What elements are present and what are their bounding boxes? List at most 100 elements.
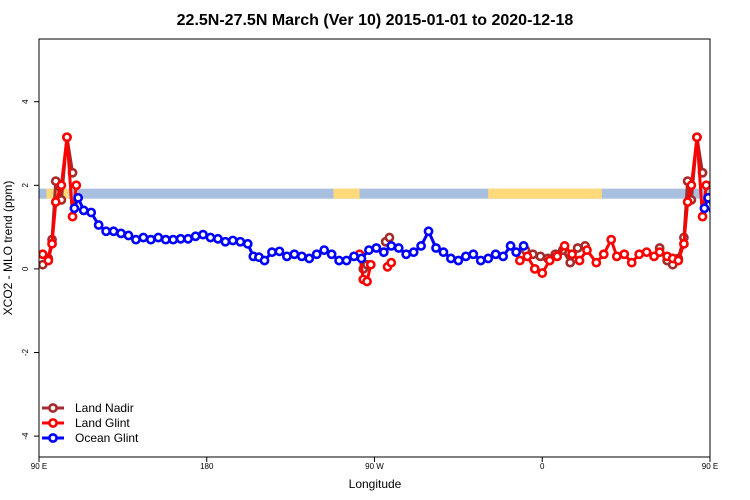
data-point xyxy=(505,241,516,251)
chart-title: 22.5N-27.5N March (Ver 10) 2015-01-01 to… xyxy=(177,12,574,29)
data-point xyxy=(416,241,426,251)
y-tick-label: 2 xyxy=(21,183,30,188)
data-point xyxy=(69,203,80,214)
data-point xyxy=(732,228,739,235)
x-tick-label: 90 E xyxy=(702,462,718,471)
data-point xyxy=(168,234,179,245)
data-point xyxy=(198,229,208,240)
data-point xyxy=(619,249,630,260)
data-point xyxy=(319,245,330,255)
data-point xyxy=(518,241,529,251)
data-point xyxy=(565,257,576,268)
data-point xyxy=(153,232,164,243)
data-point xyxy=(703,192,710,203)
data-point xyxy=(259,255,270,266)
data-point xyxy=(641,247,652,258)
data-point xyxy=(468,249,479,260)
data-point xyxy=(514,255,525,266)
data-point xyxy=(47,238,57,249)
land-band-segment xyxy=(333,188,360,199)
data-point xyxy=(311,249,322,260)
data-point xyxy=(138,232,149,243)
data-point xyxy=(483,253,494,264)
legend-entry: Ocean Glint xyxy=(75,431,139,445)
y-tick-label: -4 xyxy=(21,432,30,440)
data-point xyxy=(131,234,141,245)
data-point xyxy=(190,231,201,242)
data-point xyxy=(356,253,367,264)
data-point xyxy=(453,255,464,266)
data-point xyxy=(544,255,555,266)
series-ocean-glint xyxy=(69,192,747,266)
data-point xyxy=(267,247,277,258)
data-point xyxy=(431,243,441,253)
data-point xyxy=(235,236,246,247)
data-point xyxy=(43,255,54,266)
data-point xyxy=(699,203,710,214)
x-tick-label: 180 xyxy=(200,462,214,471)
data-point xyxy=(349,251,359,262)
x-tick-label: 90 E xyxy=(31,462,47,471)
data-point xyxy=(160,234,171,245)
data-point xyxy=(567,249,577,260)
data-point xyxy=(175,233,186,244)
data-point xyxy=(701,180,710,191)
data-point xyxy=(682,197,693,207)
data-point xyxy=(654,247,665,258)
data-point xyxy=(227,235,238,246)
data-point xyxy=(50,197,61,207)
data-point xyxy=(423,226,434,237)
data-point xyxy=(384,232,395,243)
data-point xyxy=(498,251,509,262)
data-point xyxy=(535,251,546,262)
data-point xyxy=(490,249,501,260)
ocean-band xyxy=(39,188,710,199)
data-point xyxy=(145,234,156,245)
data-point xyxy=(408,247,419,258)
series-land-glint xyxy=(39,132,710,287)
x-axis: 90 E 180 90 W 0 90 E xyxy=(31,457,718,471)
y-tick-label: -2 xyxy=(21,348,30,356)
data-point xyxy=(56,180,67,191)
data-point xyxy=(296,251,307,262)
data-point xyxy=(582,245,592,255)
data-point xyxy=(101,226,111,237)
data-point xyxy=(304,253,315,264)
data-point xyxy=(73,192,84,203)
data-point xyxy=(708,207,710,214)
data-point xyxy=(537,268,548,278)
data-point xyxy=(378,247,389,258)
data-point xyxy=(386,257,397,268)
data-point xyxy=(511,247,522,258)
x-axis-label: Longitude xyxy=(349,477,402,491)
data-point xyxy=(438,247,449,258)
data-point xyxy=(611,251,622,262)
data-point xyxy=(529,263,540,274)
legend-marker xyxy=(48,418,58,428)
data-point xyxy=(697,211,708,222)
y-tick-label: 4 xyxy=(21,99,30,104)
data-point xyxy=(213,233,223,244)
data-point xyxy=(242,238,253,249)
data-point xyxy=(559,241,570,251)
data-point xyxy=(371,243,382,253)
data-point xyxy=(71,180,82,191)
data-point xyxy=(86,207,97,218)
data-point xyxy=(522,251,533,262)
data-point xyxy=(679,238,689,249)
data-point xyxy=(740,228,747,235)
data-point xyxy=(183,233,194,244)
data-point xyxy=(341,255,352,266)
data-point xyxy=(393,243,404,253)
series-line xyxy=(702,193,710,209)
data-point xyxy=(626,257,637,268)
data-point xyxy=(446,253,456,264)
y-axis: -4 -2 0 2 4 xyxy=(21,99,39,440)
data-point xyxy=(401,249,412,260)
data-point xyxy=(205,232,216,243)
data-point xyxy=(606,234,617,245)
legend-entry: Land Nadir xyxy=(75,401,134,415)
legend-marker xyxy=(48,433,58,443)
